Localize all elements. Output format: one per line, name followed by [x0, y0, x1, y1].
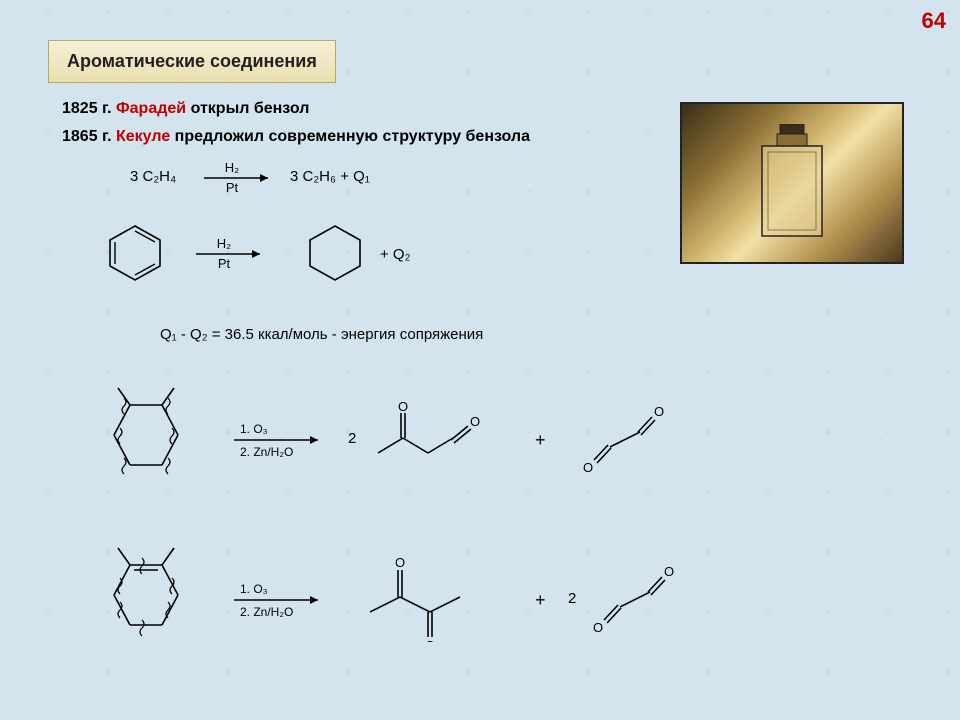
- ozon2-step1: 1. O₃: [240, 582, 268, 596]
- svg-text:O: O: [654, 404, 664, 419]
- glyoxal-icon: O O: [580, 392, 690, 482]
- ozon1-coef: 2: [348, 430, 356, 447]
- ozon2-arrow: 1. O₃ 2. Zn/H₂O: [230, 580, 330, 620]
- scientist-2: Кекуле: [116, 128, 170, 145]
- ozon1-step2: 2. Zn/H₂O: [240, 445, 293, 459]
- ozon2-coef: 2: [568, 590, 576, 607]
- ozon1-arrow: 1. O₃ 2. Zn/H₂O: [230, 420, 330, 460]
- svg-text:O: O: [583, 460, 593, 475]
- eq1-arrow: H₂ Pt: [200, 160, 280, 196]
- ozon2-plus: +: [535, 590, 546, 611]
- rest-1: открыл бензол: [186, 100, 309, 117]
- eq2-suffix: + Q₂: [380, 246, 410, 263]
- perfume-bottle-icon: [752, 124, 832, 244]
- svg-text:O: O: [425, 638, 435, 642]
- year-2: 1865 г.: [62, 128, 112, 145]
- eq1-top: H₂: [225, 160, 239, 175]
- eq2-bottom: Pt: [218, 256, 231, 271]
- biacetyl-icon: O O: [360, 552, 510, 642]
- eq2-arrow: H₂ Pt: [192, 236, 272, 272]
- eq1-reagent: 3 C₂H₄: [130, 168, 176, 185]
- eq1-product: 3 C₂H₆ + Q₁: [290, 168, 370, 185]
- ozon1-plus: +: [535, 430, 546, 451]
- svg-text:O: O: [395, 555, 405, 570]
- eq1-bottom: Pt: [226, 180, 239, 195]
- year-1: 1825 г.: [62, 100, 112, 117]
- history-line-1: 1825 г. Фарадей открыл бензол: [62, 100, 309, 118]
- ozon2-step2: 2. Zn/H₂O: [240, 605, 293, 619]
- page-number: 64: [922, 8, 946, 34]
- history-line-2: 1865 г. Кекуле предложил современную стр…: [62, 128, 530, 146]
- scientist-1: Фарадей: [116, 100, 186, 117]
- methylglyoxal-icon: O O: [368, 398, 498, 478]
- xylene-isomer1-icon: [90, 380, 210, 500]
- svg-text:O: O: [593, 620, 603, 635]
- ozon1-step1: 1. O₃: [240, 422, 268, 436]
- svg-text:O: O: [470, 414, 480, 429]
- slide-title: Ароматические соединения: [48, 40, 336, 83]
- perfume-image: [680, 102, 904, 264]
- benzene-structure-icon: [100, 218, 170, 288]
- svg-text:O: O: [398, 399, 408, 414]
- cyclohexane-structure-icon: [300, 218, 370, 288]
- eq2-top: H₂: [217, 236, 231, 251]
- resonance-energy: Q₁ - Q₂ = 36.5 ккал/моль - энергия сопря…: [160, 326, 483, 343]
- glyoxal2-icon: O O: [590, 552, 700, 642]
- svg-text:O: O: [664, 564, 674, 579]
- xylene-isomer2-icon: [90, 540, 210, 660]
- rest-2: предложил современную структуру бензола: [170, 128, 530, 145]
